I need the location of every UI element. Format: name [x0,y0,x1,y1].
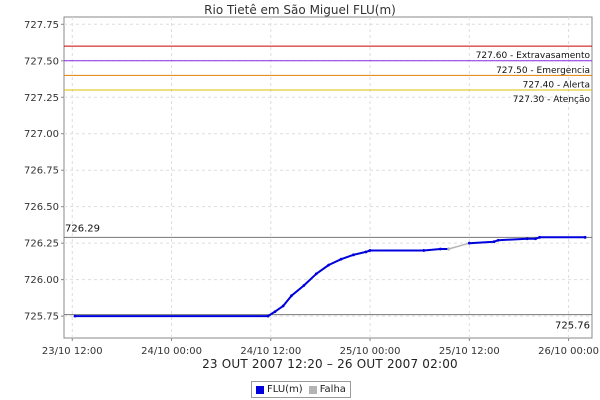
reference-label: 726.29 [65,223,100,234]
legend-item-flu: FLU(m) [256,384,303,395]
legend-item-falha: Falha [308,384,346,395]
data-point [368,249,372,252]
y-tick-label: 726.00 [24,275,59,286]
y-tick-label: 727.75 [24,20,59,31]
data-point [339,257,343,261]
chart-title: Rio Tietê em São Miguel FLU(m) [204,3,396,17]
data-point [364,250,368,254]
legend: FLU(m) Falha [251,381,351,398]
legend-swatch-falha [308,385,317,394]
y-tick-label: 727.00 [24,129,59,140]
y-tick-label: 726.25 [24,239,59,250]
y-tick-label: 727.50 [24,56,59,67]
data-point [314,272,318,276]
data-point [583,235,587,239]
data-point [447,247,451,251]
threshold-label: 727.30 - Atenção [513,95,591,105]
data-point [467,241,471,245]
x-tick-label: 25/10 12:00 [439,346,500,357]
data-point [538,235,542,239]
threshold-label: 727.60 - Extravasamento [476,51,591,61]
y-tick-label: 727.25 [24,93,59,104]
x-tick-label: 24/10 12:00 [240,346,301,357]
data-point [534,237,537,241]
data-point [352,253,355,257]
plot-frame [63,16,593,339]
data-point [496,238,500,242]
threshold-label: 727.40 - Alerta [523,80,590,90]
x-axis-label: 23 OUT 2007 12:20 – 26 OUT 2007 02:00 [202,357,458,371]
legend-swatch-flu [256,385,264,394]
data-point [327,263,331,267]
y-tick-label: 726.75 [24,166,59,177]
legend-label-flu: FLU(m) [267,384,303,395]
reference-label: 725.76 [555,321,590,332]
x-tick-label: 26/10 00:00 [538,346,599,357]
data-point [525,237,529,241]
x-tick-label: 24/10 00:00 [141,346,202,357]
threshold-label: 727.50 - Emergencia [496,66,590,76]
data-point [438,247,442,251]
data-point [273,310,277,314]
x-tick-label: 23/10 12:00 [42,346,103,357]
data-point [281,304,285,308]
data-point [492,240,496,244]
legend-label-falha: Falha [319,384,346,395]
data-point [422,249,426,252]
data-point [266,314,270,318]
data-point [302,284,306,287]
data-point [290,294,293,298]
x-tick-label: 25/10 00:00 [340,346,401,357]
y-tick-label: 725.75 [24,312,59,323]
series-line-falha [448,242,470,250]
y-tick-label: 726.50 [24,202,59,213]
data-point [73,314,77,318]
